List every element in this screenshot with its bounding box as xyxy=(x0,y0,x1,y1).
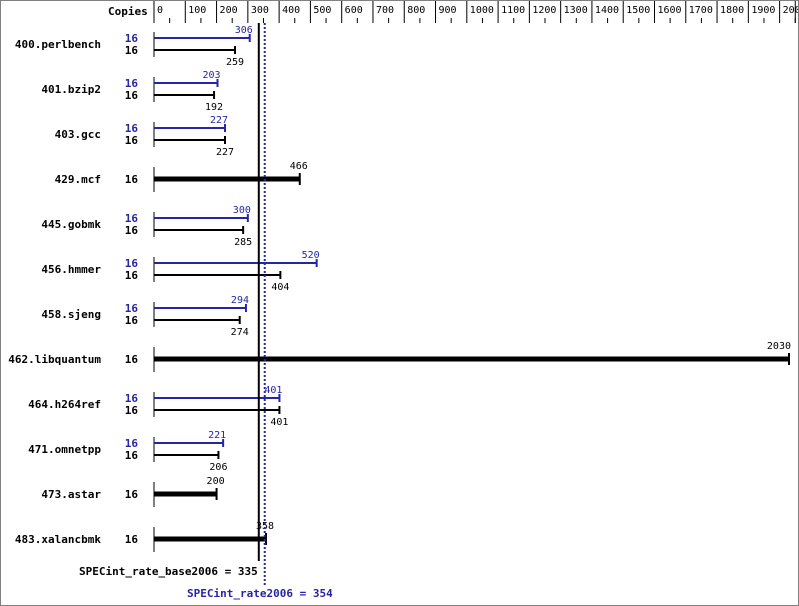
base-copies: 16 xyxy=(125,134,139,147)
benchmark-label: 429.mcf xyxy=(55,173,101,186)
benchmark-label: 462.libquantum xyxy=(8,353,101,366)
benchmark-label: 464.h264ref xyxy=(28,398,101,411)
benchmark-label: 483.xalancbmk xyxy=(15,533,101,546)
base-value-label: 206 xyxy=(209,462,227,473)
x-tick-label: 1600 xyxy=(657,5,681,16)
base-value-label: 2030 xyxy=(767,341,791,352)
benchmark-label: 473.astar xyxy=(41,488,101,501)
x-tick-label: 900 xyxy=(439,5,457,16)
x-tick-label: 500 xyxy=(313,5,331,16)
x-tick-label: 1800 xyxy=(720,5,744,16)
x-tick-label: 1100 xyxy=(501,5,525,16)
base-copies: 16 xyxy=(125,404,139,417)
peak-copies: 16 xyxy=(125,32,139,45)
benchmark-label: 401.bzip2 xyxy=(41,83,101,96)
x-tick-label: 1700 xyxy=(689,5,713,16)
peak-value-label: 520 xyxy=(302,250,320,261)
x-tick-label: 700 xyxy=(376,5,394,16)
base-copies: 16 xyxy=(125,44,139,57)
peak-copies: 16 xyxy=(125,392,139,405)
x-tick-label: 1500 xyxy=(626,5,650,16)
x-tick-label: 1000 xyxy=(470,5,494,16)
base-value-label: 401 xyxy=(270,417,288,428)
x-tick-label: 1400 xyxy=(595,5,619,16)
base-value-label: 274 xyxy=(231,327,249,338)
peak-value-label: 203 xyxy=(202,70,220,81)
x-tick-label: 2000 xyxy=(783,5,798,16)
base-value-label: 285 xyxy=(234,237,252,248)
base-copies: 16 xyxy=(125,89,139,102)
x-tick-label: 100 xyxy=(188,5,206,16)
peak-copies: 16 xyxy=(125,257,139,270)
base-value-label: 466 xyxy=(290,161,308,172)
x-tick-label: 800 xyxy=(407,5,425,16)
peak-copies: 16 xyxy=(125,77,139,90)
x-tick-label: 0 xyxy=(157,5,163,16)
peak-value-label: 294 xyxy=(231,295,249,306)
benchmark-label: 471.omnetpp xyxy=(28,443,101,456)
x-tick-label: 1900 xyxy=(751,5,775,16)
x-tick-label: 400 xyxy=(282,5,300,16)
peak-value-label: 401 xyxy=(264,385,282,396)
peak-value-label: 221 xyxy=(208,430,226,441)
benchmark-label: 403.gcc xyxy=(55,128,101,141)
base-copies: 16 xyxy=(125,533,139,546)
benchmark-label: 458.sjeng xyxy=(41,308,101,321)
benchmark-label: 445.gobmk xyxy=(41,218,101,231)
benchmark-label: 400.perlbench xyxy=(15,38,101,51)
base-copies: 16 xyxy=(125,173,139,186)
base-value-label: 200 xyxy=(207,476,225,487)
base-value-label: 259 xyxy=(226,57,244,68)
peak-mean-label: SPECint_rate2006 = 354 xyxy=(187,587,333,600)
base-copies: 16 xyxy=(125,269,139,282)
peak-value-label: 300 xyxy=(233,205,251,216)
base-copies: 16 xyxy=(125,488,139,501)
base-value-label: 404 xyxy=(271,282,289,293)
base-value-label: 227 xyxy=(216,147,234,158)
base-copies: 16 xyxy=(125,224,139,237)
peak-copies: 16 xyxy=(125,437,139,450)
x-tick-label: 600 xyxy=(345,5,363,16)
base-value-label: 358 xyxy=(256,521,274,532)
base-value-label: 192 xyxy=(205,102,223,113)
base-copies: 16 xyxy=(125,449,139,462)
peak-copies: 16 xyxy=(125,302,139,315)
benchmark-label: 456.hmmer xyxy=(41,263,101,276)
peak-value-label: 227 xyxy=(210,115,228,126)
axis-header: Copies xyxy=(108,5,148,18)
base-copies: 16 xyxy=(125,353,139,366)
peak-copies: 16 xyxy=(125,122,139,135)
x-tick-label: 200 xyxy=(220,5,238,16)
base-copies: 16 xyxy=(125,314,139,327)
peak-value-label: 306 xyxy=(235,25,253,36)
x-tick-label: 300 xyxy=(251,5,269,16)
x-tick-label: 1300 xyxy=(564,5,588,16)
base-mean-label: SPECint_rate_base2006 = 335 xyxy=(79,565,258,578)
peak-copies: 16 xyxy=(125,212,139,225)
x-tick-label: 1200 xyxy=(532,5,556,16)
